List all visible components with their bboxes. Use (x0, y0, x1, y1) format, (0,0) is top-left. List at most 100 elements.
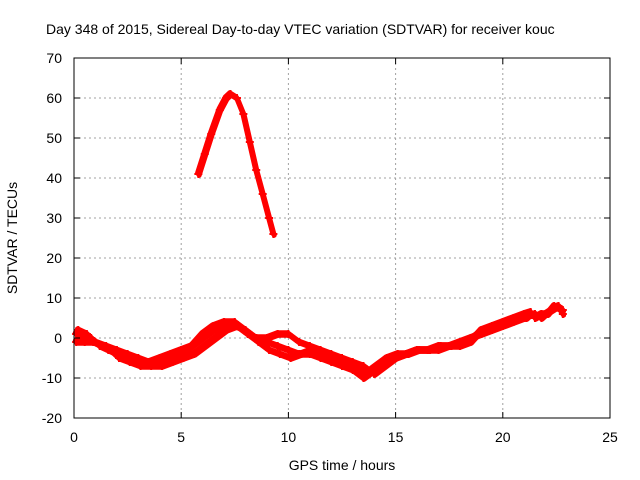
data-point (134, 354, 143, 362)
ticks-layer: 0 5 10 15 20 25 -20 -10 0 10 20 30 40 50 60 70 (42, 50, 618, 445)
data-point (466, 334, 475, 342)
data-point (102, 342, 111, 350)
data-point (123, 350, 132, 358)
y-axis-label: SDTVAR / TECUs (4, 182, 20, 294)
data-point (252, 166, 261, 174)
data-point (194, 170, 203, 178)
data-point (262, 334, 271, 342)
x-tick-label: 20 (495, 429, 511, 445)
data-point (220, 322, 229, 330)
data-point (226, 90, 235, 98)
data-point (265, 346, 274, 354)
data-point (402, 350, 411, 358)
data-point (391, 354, 400, 362)
data-point (211, 334, 220, 342)
data-point (269, 230, 278, 238)
data-point (530, 314, 539, 322)
data-point (232, 94, 241, 102)
series-arc-late-b (530, 302, 567, 322)
plot-frame (73, 57, 611, 419)
data-point (305, 342, 314, 350)
data-point (82, 330, 91, 338)
data-point (241, 326, 250, 334)
y-tick-label: 50 (46, 130, 62, 146)
data-point (187, 342, 196, 350)
x-tick-label: 25 (602, 429, 618, 445)
data-point (155, 354, 164, 362)
data-point (177, 346, 186, 354)
y-tick-label: 20 (46, 250, 62, 266)
data-point (72, 338, 81, 346)
data-point (359, 362, 368, 370)
y-tick-label: -10 (42, 370, 62, 386)
x-tick-label: 5 (177, 429, 185, 445)
data-point (286, 354, 295, 362)
data-point (477, 330, 486, 338)
data-point (245, 138, 254, 146)
y-tick-label: 40 (46, 170, 62, 186)
y-tick-label: 0 (54, 330, 62, 346)
data-point (284, 346, 293, 354)
data-point (413, 346, 422, 354)
data-point (190, 350, 199, 358)
series-layer (72, 90, 567, 382)
data-point (455, 338, 464, 346)
data-point (498, 322, 507, 330)
data-point (273, 330, 282, 338)
data-point (80, 338, 89, 346)
data-point (338, 354, 346, 362)
series-arc-c (74, 314, 529, 378)
data-point (445, 342, 454, 350)
data-point (316, 346, 325, 354)
data-point (488, 326, 497, 334)
data-point (222, 94, 231, 102)
x-axis-label: GPS time / hours (289, 457, 396, 473)
series-line (195, 90, 276, 236)
series-line (195, 91, 276, 237)
data-point (207, 130, 216, 138)
data-point (273, 342, 282, 350)
data-point (74, 326, 83, 334)
data-point (179, 354, 188, 362)
x-tick-label: 15 (388, 429, 404, 445)
x-tick-label: 10 (281, 429, 297, 445)
data-point (543, 310, 552, 318)
data-point (284, 330, 293, 338)
data-point (115, 354, 124, 362)
data-point (91, 338, 100, 346)
data-point (520, 314, 529, 322)
data-point (275, 350, 284, 358)
data-point (200, 150, 209, 158)
y-tick-label: 30 (46, 210, 62, 226)
y-tick-label: 70 (46, 50, 62, 66)
data-point (258, 190, 267, 198)
series-line (196, 92, 277, 238)
data-point (136, 362, 145, 370)
data-point (550, 302, 559, 310)
data-point (327, 350, 336, 358)
data-point (423, 346, 432, 354)
data-point (157, 362, 166, 370)
data-point (200, 342, 209, 350)
data-point (252, 334, 261, 342)
data-point (145, 358, 154, 366)
data-point (239, 110, 248, 118)
data-point (297, 350, 306, 358)
data-point (209, 326, 218, 334)
data-point (434, 342, 443, 350)
data-point (168, 358, 177, 366)
data-point (166, 350, 175, 358)
x-tick-label: 0 (70, 429, 78, 445)
data-point (125, 358, 134, 366)
data-point (558, 310, 567, 318)
data-point (380, 362, 389, 370)
y-tick-label: 60 (46, 90, 62, 106)
data-point (112, 346, 121, 354)
series-arc-high (194, 90, 278, 238)
y-tick-label: 10 (46, 290, 62, 306)
data-point (215, 106, 224, 114)
y-tick-label: -20 (42, 410, 62, 426)
data-point (348, 358, 357, 366)
grid-layer (74, 58, 610, 418)
